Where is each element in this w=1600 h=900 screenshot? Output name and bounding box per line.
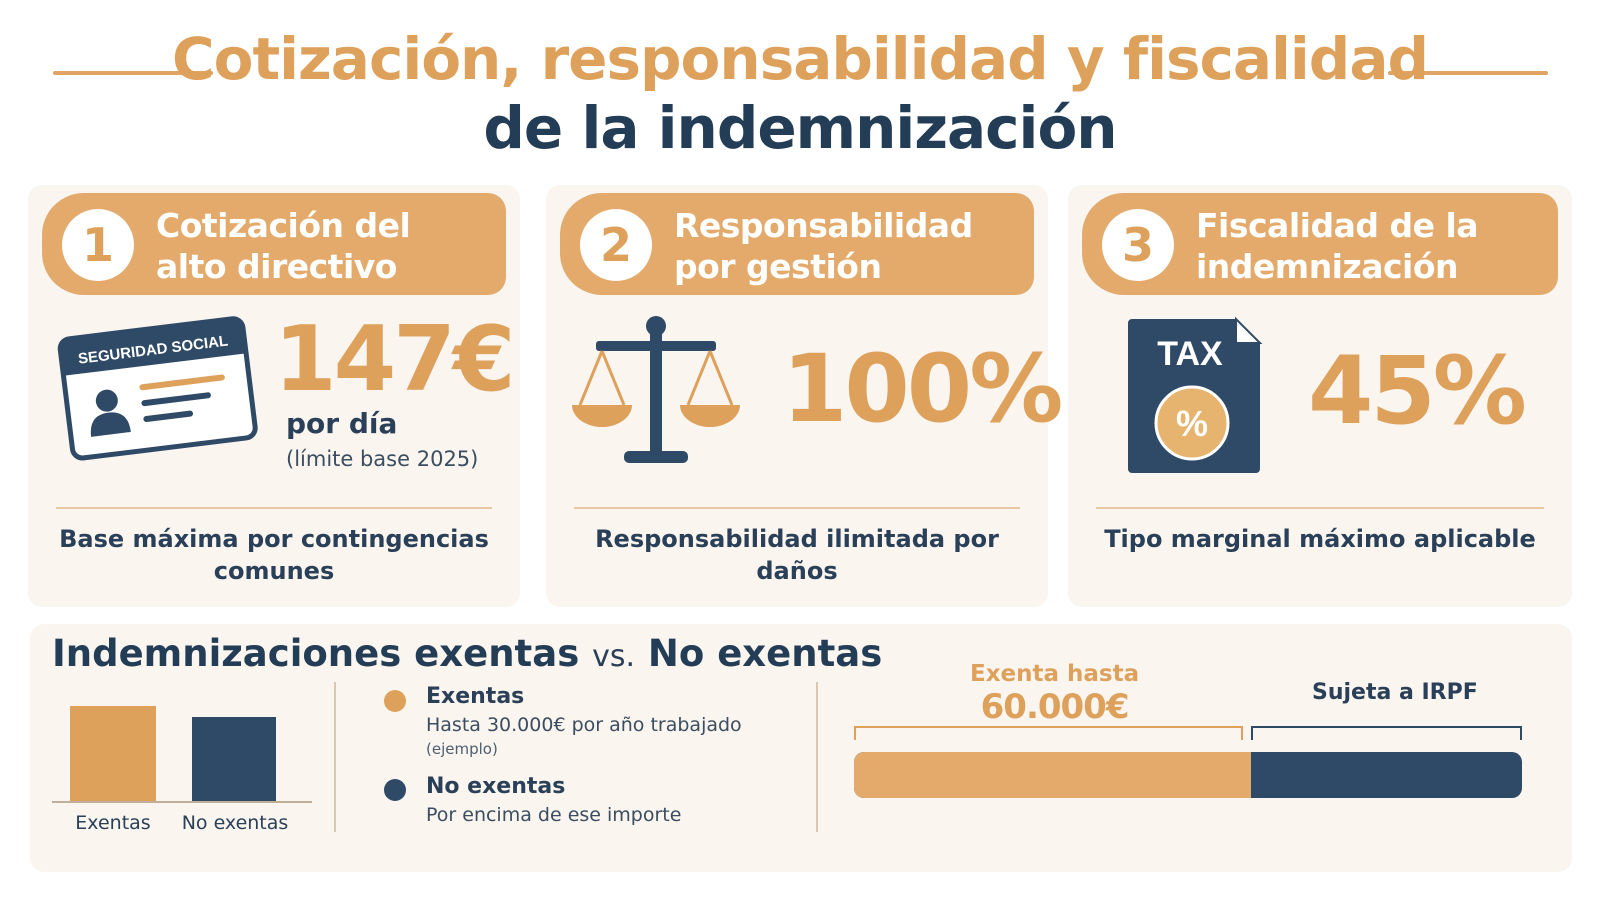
card-cotizacion: 1 Cotización del alto directivo SEGURIDA… bbox=[28, 185, 520, 607]
divider-2 bbox=[816, 682, 818, 832]
bar-label-no-exentas: No exentas bbox=[181, 812, 289, 834]
card-caption: Tipo marginal máximo aplicable bbox=[1104, 525, 1536, 553]
legend-title-exentas: Exentas bbox=[426, 684, 525, 709]
card-divider bbox=[56, 507, 492, 509]
exempt-progress-fill bbox=[854, 752, 1252, 798]
comparison-title-vs: vs. bbox=[592, 639, 636, 674]
legend-note-exentas: (ejemplo) bbox=[426, 740, 498, 758]
bar-exentas bbox=[70, 706, 156, 802]
title-line-2: de la indemnización bbox=[483, 94, 1117, 162]
divider-1 bbox=[334, 682, 336, 832]
exempt-bracket bbox=[854, 726, 1243, 740]
title-rule-right bbox=[1388, 71, 1548, 75]
taxed-bracket bbox=[1251, 726, 1522, 740]
title-line-1: Cotización, responsabilidad y fiscalidad bbox=[172, 25, 1429, 93]
card-caption: Responsabilidad ilimitada por daños bbox=[595, 525, 999, 585]
percent-badge: % bbox=[1176, 403, 1208, 444]
social-security-card-icon: SEGURIDAD SOCIAL bbox=[57, 316, 258, 461]
tax-label: TAX bbox=[1157, 335, 1223, 373]
legend-title-no-exentas: No exentas bbox=[426, 774, 566, 799]
card-fiscalidad: 3 Fiscalidad de la indemnización TAX % 4… bbox=[1068, 185, 1572, 607]
card-heading: Fiscalidad de la indemnización bbox=[1196, 206, 1479, 286]
scales-of-justice-icon bbox=[572, 316, 740, 463]
card-divider bbox=[574, 507, 1020, 509]
legend-dot-exentas bbox=[384, 690, 406, 712]
cotizacion-unit: por día bbox=[286, 407, 398, 440]
legend-text-exentas: Hasta 30.000€ por año trabajado bbox=[426, 714, 742, 736]
exempt-label: Exenta hasta 60.000€ bbox=[970, 660, 1139, 726]
chart-baseline bbox=[52, 801, 312, 803]
step-number: 3 bbox=[1102, 209, 1174, 281]
comparison-title-a: Indemnizaciones exentas bbox=[52, 632, 580, 675]
tax-document-icon: TAX % bbox=[1128, 316, 1263, 473]
exempt-label-amount: 60.000€ bbox=[980, 687, 1130, 727]
card-caption: Base máxima por contingencias comunes bbox=[59, 525, 489, 585]
fiscalidad-value: 45% bbox=[1308, 337, 1527, 446]
comparison-title: Indemnizaciones exentas vs. No exentas bbox=[52, 632, 882, 675]
exempt-label-line-1: Exenta hasta bbox=[970, 661, 1140, 687]
taxed-label: Sujeta a IRPF bbox=[1312, 680, 1478, 705]
card-responsabilidad: 2 Responsabilidad por gestión 100% Respo… bbox=[546, 185, 1063, 607]
card-header: 3 Fiscalidad de la indemnización bbox=[1082, 193, 1558, 295]
legend-dot-no-exentas bbox=[384, 779, 406, 801]
title-rule-left bbox=[53, 71, 213, 75]
responsabilidad-value: 100% bbox=[782, 335, 1063, 444]
card-heading: Cotización del alto directivo bbox=[156, 206, 411, 286]
cotizacion-value: 147€ bbox=[274, 307, 515, 412]
legend-text-no-exentas: Por encima de ese importe bbox=[426, 804, 682, 826]
card-heading: Responsabilidad por gestión bbox=[674, 206, 973, 286]
comparison-title-b: No exentas bbox=[647, 632, 883, 675]
exempt-progress-bar bbox=[854, 752, 1522, 798]
step-number: 2 bbox=[580, 209, 652, 281]
mini-bar-chart: Exentas No exentas bbox=[52, 694, 312, 864]
card-header: 2 Responsabilidad por gestión bbox=[560, 193, 1034, 295]
page-title: Cotización, responsabilidad y fiscalidad… bbox=[0, 22, 1600, 160]
comparison-panel: Indemnizaciones exentas vs. No exentas E… bbox=[30, 624, 1572, 872]
cotizacion-note: (límite base 2025) bbox=[286, 447, 479, 471]
bar-label-exentas: Exentas bbox=[75, 812, 151, 834]
bar-no-exentas bbox=[192, 716, 276, 802]
card-header: 1 Cotización del alto directivo bbox=[42, 193, 506, 295]
step-number: 1 bbox=[62, 209, 134, 281]
card-divider bbox=[1096, 507, 1544, 509]
